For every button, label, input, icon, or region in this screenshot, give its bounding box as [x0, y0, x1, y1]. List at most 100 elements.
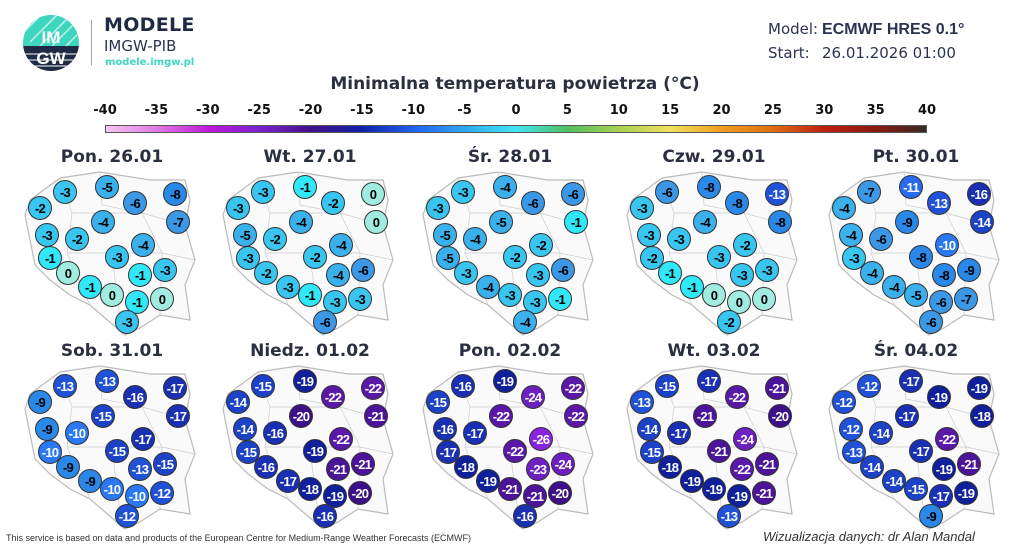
- station-temperature: -18: [970, 404, 994, 428]
- colorbar-tick-label: 25: [763, 103, 782, 118]
- station-temperature: -1: [78, 275, 102, 299]
- station-temperature: -3: [153, 258, 177, 282]
- station-temperature: -16: [513, 504, 537, 528]
- station-temperature: -4: [463, 227, 487, 251]
- station-temperature: -1: [658, 261, 682, 285]
- station-temperature: -9: [78, 469, 102, 493]
- svg-text:GW: GW: [36, 49, 66, 68]
- station-temperature: -15: [655, 374, 679, 398]
- start-info: Start: 26.01.2026 01:00: [768, 44, 956, 62]
- station-temperature: -21: [752, 481, 776, 505]
- station-temperature: -1: [293, 175, 317, 199]
- start-label: Start:: [768, 44, 810, 62]
- station-temperature: -14: [226, 390, 250, 414]
- station-temperature: -5: [489, 210, 513, 234]
- station-temperature: -17: [166, 404, 190, 428]
- station-temperature: 0: [100, 283, 124, 307]
- station-temperature: -22: [564, 404, 588, 428]
- brand-url-link[interactable]: modele.imgw.pl: [105, 57, 195, 68]
- map-date-title: Wt. 03.02: [667, 341, 761, 361]
- colorbar-tick-label: -20: [298, 103, 323, 118]
- station-temperature: -6: [313, 310, 337, 334]
- map-panel: Pt. 30.01 -7 -11 -13 -16 -4 -14 -9 -4 -6 -10 -3 -8 -4…: [816, 143, 1016, 338]
- station-temperature: -17: [895, 404, 919, 428]
- station-temperature: -2: [263, 227, 287, 251]
- station-temperature: -15: [236, 440, 260, 464]
- model-label: Model:: [768, 20, 819, 38]
- station-temperature: -4: [882, 275, 906, 299]
- station-temperature: -2: [529, 233, 553, 257]
- map-panel: Śr. 04.02 -12 -17 -19 -19 -12 -18 -17 -12 -14 -22-…: [816, 337, 1016, 532]
- station-temperature: -17: [909, 439, 933, 463]
- station-temperature: -17: [131, 427, 155, 451]
- station-temperature: -16: [967, 182, 991, 206]
- station-temperature: -21: [498, 477, 522, 501]
- station-temperature: -8: [909, 245, 933, 269]
- station-temperature: -4: [493, 175, 517, 199]
- station-temperature: -11: [899, 175, 923, 199]
- station-temperature: -21: [523, 484, 547, 508]
- station-temperature: -18: [658, 455, 682, 479]
- station-temperature: -18: [298, 477, 322, 501]
- station-temperature: -23: [526, 457, 550, 481]
- station-temperature: -9: [56, 455, 80, 479]
- station-temperature: -13: [128, 457, 152, 481]
- station-temperature: -10: [65, 421, 89, 445]
- station-temperature: -22: [361, 376, 385, 400]
- colorbar-tick-label: -25: [247, 103, 271, 118]
- station-temperature: -19: [932, 457, 956, 481]
- station-temperature: 0: [702, 283, 726, 307]
- station-temperature: -1: [128, 263, 152, 287]
- start-value: 26.01.2026 01:00: [822, 44, 956, 62]
- station-temperature: -1: [680, 275, 704, 299]
- station-temperature: -12: [115, 504, 139, 528]
- station-temperature: 0: [364, 210, 388, 234]
- station-temperature: -14: [882, 469, 906, 493]
- station-temperature: -13: [630, 390, 654, 414]
- station-temperature: -3: [105, 245, 129, 269]
- colorbar-tick-label: 5: [562, 103, 572, 118]
- station-temperature: -4: [693, 210, 717, 234]
- brand-subtitle: IMGW-PIB: [104, 37, 177, 55]
- station-temperature: -19: [493, 369, 517, 393]
- station-temperature: -3: [630, 196, 654, 220]
- station-temperature: -2: [321, 191, 345, 215]
- station-temperature: -2: [65, 227, 89, 251]
- station-temperature: -3: [426, 196, 450, 220]
- colorbar-tick-label: -5: [457, 103, 472, 118]
- station-temperature: -3: [730, 263, 754, 287]
- station-temperature: -21: [351, 452, 375, 476]
- station-temperature: -3: [276, 275, 300, 299]
- station-temperature: -6: [919, 310, 943, 334]
- data-source-note: This service is based on data and produc…: [6, 533, 472, 543]
- station-temperature: -9: [28, 390, 52, 414]
- station-temperature: -5: [904, 283, 928, 307]
- station-temperature: -19: [967, 376, 991, 400]
- map-panel: Wt. 03.02 -15 -17 -22 -21 -13 -20 -21 -14 -17 -24-…: [614, 337, 814, 532]
- station-temperature: -22: [730, 457, 754, 481]
- station-temperature: -7: [857, 180, 881, 204]
- station-temperature: -3: [755, 258, 779, 282]
- station-temperature: -3: [35, 223, 59, 247]
- station-temperature: -4: [289, 210, 313, 234]
- station-temperature: -14: [637, 417, 661, 441]
- map-date-title: Pon. 02.02: [458, 341, 562, 361]
- station-temperature: -16: [433, 417, 457, 441]
- colorbar-tick-label: 0: [511, 103, 521, 118]
- station-temperature: -4: [329, 233, 353, 257]
- station-temperature: -6: [929, 290, 953, 314]
- station-temperature: -5: [433, 223, 457, 247]
- station-temperature: -9: [957, 258, 981, 282]
- model-info: Model: ECMWF HRES 0.1°: [768, 20, 964, 39]
- station-temperature: -26: [529, 427, 553, 451]
- station-temperature: -22: [489, 404, 513, 428]
- station-temperature: -22: [561, 376, 585, 400]
- map-date-title: Pon. 26.01: [60, 147, 164, 167]
- station-temperature: 0: [56, 261, 80, 285]
- station-temperature: -8: [768, 210, 792, 234]
- station-temperature: -19: [303, 439, 327, 463]
- station-temperature: -19: [954, 481, 978, 505]
- station-temperature: -17: [276, 469, 300, 493]
- station-temperature: -9: [35, 417, 59, 441]
- station-temperature: -13: [765, 182, 789, 206]
